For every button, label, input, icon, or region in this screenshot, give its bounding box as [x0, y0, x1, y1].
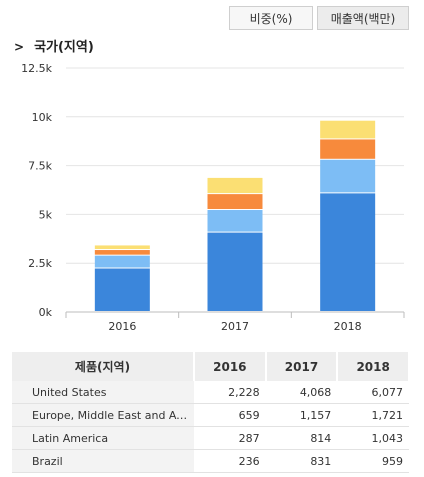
section-title-label: 국가(지역)	[34, 40, 94, 55]
table-header-cell: 2016	[194, 352, 267, 381]
y-tick-label: 0k	[39, 306, 53, 319]
cell-value: 1,157	[265, 403, 338, 427]
cell-value: 4,068	[265, 381, 338, 404]
table-row: Brazil 236 831 959	[12, 449, 409, 473]
bar-segment	[94, 268, 150, 311]
table-header-row: 제품(지역) 2016 2017 2018	[12, 352, 410, 381]
bar-segment	[207, 210, 263, 232]
bar-segment	[94, 255, 150, 268]
x-tick-label: 2017	[221, 320, 249, 333]
row-name: Latin America	[12, 426, 194, 450]
y-tick-label: 5k	[39, 208, 53, 221]
chart-bars	[94, 120, 376, 311]
cell-value: 236	[194, 449, 266, 473]
bar-segment	[207, 177, 263, 194]
y-tick-label: 10k	[32, 111, 53, 124]
cell-value: 287	[194, 426, 266, 450]
bar-segment	[320, 120, 376, 139]
bar-segment	[320, 159, 376, 193]
table-header-cell: 2018	[337, 352, 410, 381]
cell-value: 1,721	[337, 403, 409, 427]
bar-segment	[207, 194, 263, 210]
table-row: Europe, Middle East and Africa 659 1,157…	[12, 403, 409, 427]
cell-value: 6,077	[337, 381, 409, 404]
cell-value: 959	[337, 449, 409, 473]
data-table: 제품(지역) 2016 2017 2018 United States 2,22…	[12, 352, 410, 473]
tab-ratio[interactable]: 비중(%)	[229, 6, 313, 30]
table-row: Latin America 287 814 1,043	[12, 426, 409, 450]
table-header-cell: 제품(지역)	[12, 352, 195, 381]
table-row: United States 2,228 4,068 6,077	[12, 381, 409, 404]
bar-segment	[320, 139, 376, 159]
x-tick-label: 2016	[108, 320, 136, 333]
cell-value: 831	[265, 449, 338, 473]
y-tick-label: 2.5k	[28, 257, 52, 270]
tab-sales[interactable]: 매출액(백만)	[317, 6, 409, 30]
y-tick-label: 7.5k	[28, 160, 52, 173]
row-name: United States	[12, 381, 194, 404]
bar-segment	[207, 232, 263, 311]
cell-value: 814	[265, 426, 338, 450]
bar-segment	[94, 245, 150, 250]
stacked-bar-chart: 0k 2.5k 5k 7.5k 10k 12.5k 2016 2017 2018	[21, 62, 405, 333]
bar-segment	[320, 193, 376, 311]
x-tick-label: 2018	[334, 320, 362, 333]
cell-value: 2,228	[194, 381, 266, 404]
row-name: Brazil	[12, 449, 194, 473]
y-tick-label: 12.5k	[21, 62, 52, 75]
row-name: Europe, Middle East and Africa	[12, 403, 194, 427]
cell-value: 659	[194, 403, 266, 427]
cell-value: 1,043	[337, 426, 409, 450]
section-title: > 국가(지역)	[14, 36, 94, 55]
bar-segment	[94, 250, 150, 255]
y-axis: 0k 2.5k 5k 7.5k 10k 12.5k	[21, 62, 52, 319]
table-header-cell: 2017	[265, 352, 339, 381]
x-axis: 2016 2017 2018	[65, 312, 405, 333]
chevron-right-icon: >	[14, 40, 25, 54]
view-tabs: 비중(%) 매출액(백만)	[229, 6, 409, 30]
